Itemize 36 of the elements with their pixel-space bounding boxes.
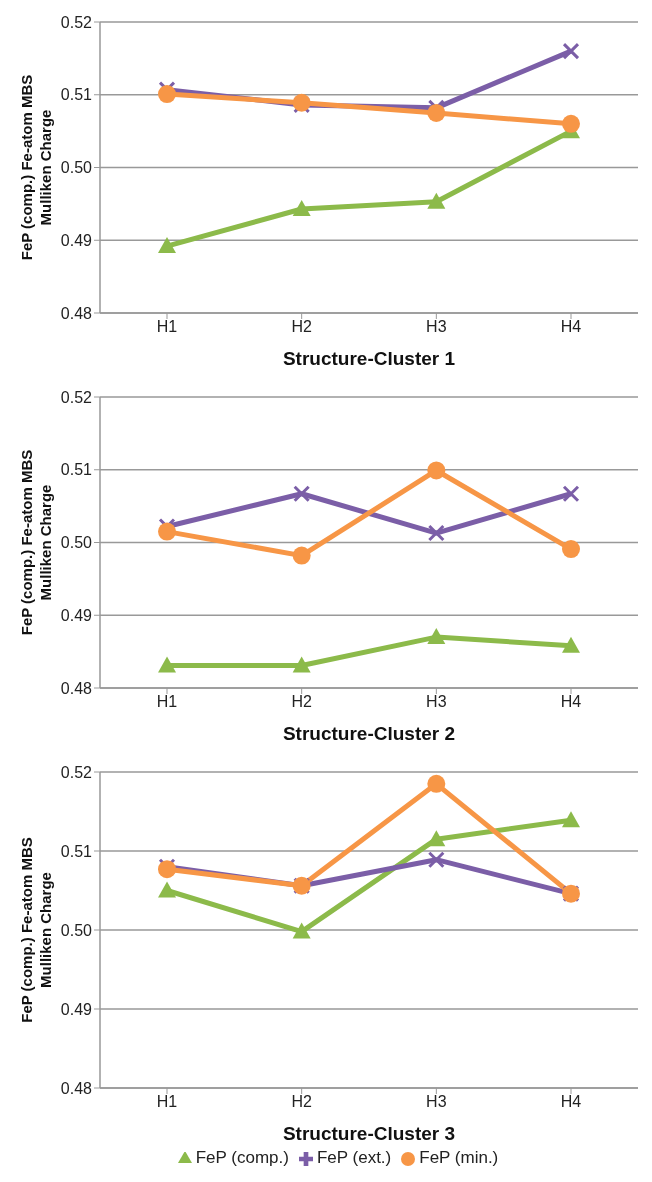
y-tick-label: 0.52 <box>60 388 93 406</box>
x-tick-label: H1 <box>156 1093 178 1111</box>
y-tick-label: 0.51 <box>60 86 93 104</box>
x-axis-title: Structure-Cluster 3 <box>282 1123 456 1144</box>
x-axis-title: Structure-Cluster 2 <box>282 723 456 744</box>
y-tick-label: 0.50 <box>60 534 93 552</box>
y-tick-label: 0.48 <box>60 1079 93 1097</box>
y-axis-title: FeP (comp.) Fe-atom MBS Mulliken Charge <box>18 74 54 261</box>
x-tick-label: H4 <box>560 318 582 336</box>
y-tick-label: 0.49 <box>60 1000 93 1018</box>
y-tick-label: 0.52 <box>60 763 93 781</box>
legend-label: FeP (min.) <box>419 1148 499 1167</box>
y-tick-label: 0.48 <box>60 679 93 697</box>
y-tick-label: 0.49 <box>60 606 93 624</box>
y-tick-label: 0.49 <box>60 231 93 249</box>
x-tick-label: H2 <box>291 693 312 711</box>
legend-label: FeP (comp.) <box>195 1148 289 1167</box>
x-tick-label: H1 <box>156 318 178 336</box>
y-tick-label: 0.50 <box>60 159 93 177</box>
x-tick-label: H3 <box>426 318 447 336</box>
x-tick-label: H3 <box>426 693 447 711</box>
x-tick-label: H2 <box>291 1093 312 1111</box>
y-tick-label: 0.51 <box>60 842 93 860</box>
x-tick-label: H4 <box>560 1093 582 1111</box>
y-tick-label: 0.48 <box>60 304 93 322</box>
y-tick-label: 0.51 <box>60 461 93 479</box>
y-tick-label: 0.50 <box>60 921 93 939</box>
y-tick-label: 0.52 <box>60 13 93 31</box>
y-axis-title: FeP (comp.) Fe-atom MBS Mulliken Charge <box>18 449 54 636</box>
legend-label: FeP (ext.) <box>316 1148 392 1167</box>
x-tick-label: H2 <box>291 318 312 336</box>
x-tick-label: H4 <box>560 693 582 711</box>
y-axis-title: FeP (comp.) Fe-atom MBS Mulliken Charge <box>18 837 54 1023</box>
x-tick-label: H1 <box>156 693 178 711</box>
x-axis-title: Structure-Cluster 1 <box>282 348 456 369</box>
x-tick-label: H3 <box>426 1093 447 1111</box>
